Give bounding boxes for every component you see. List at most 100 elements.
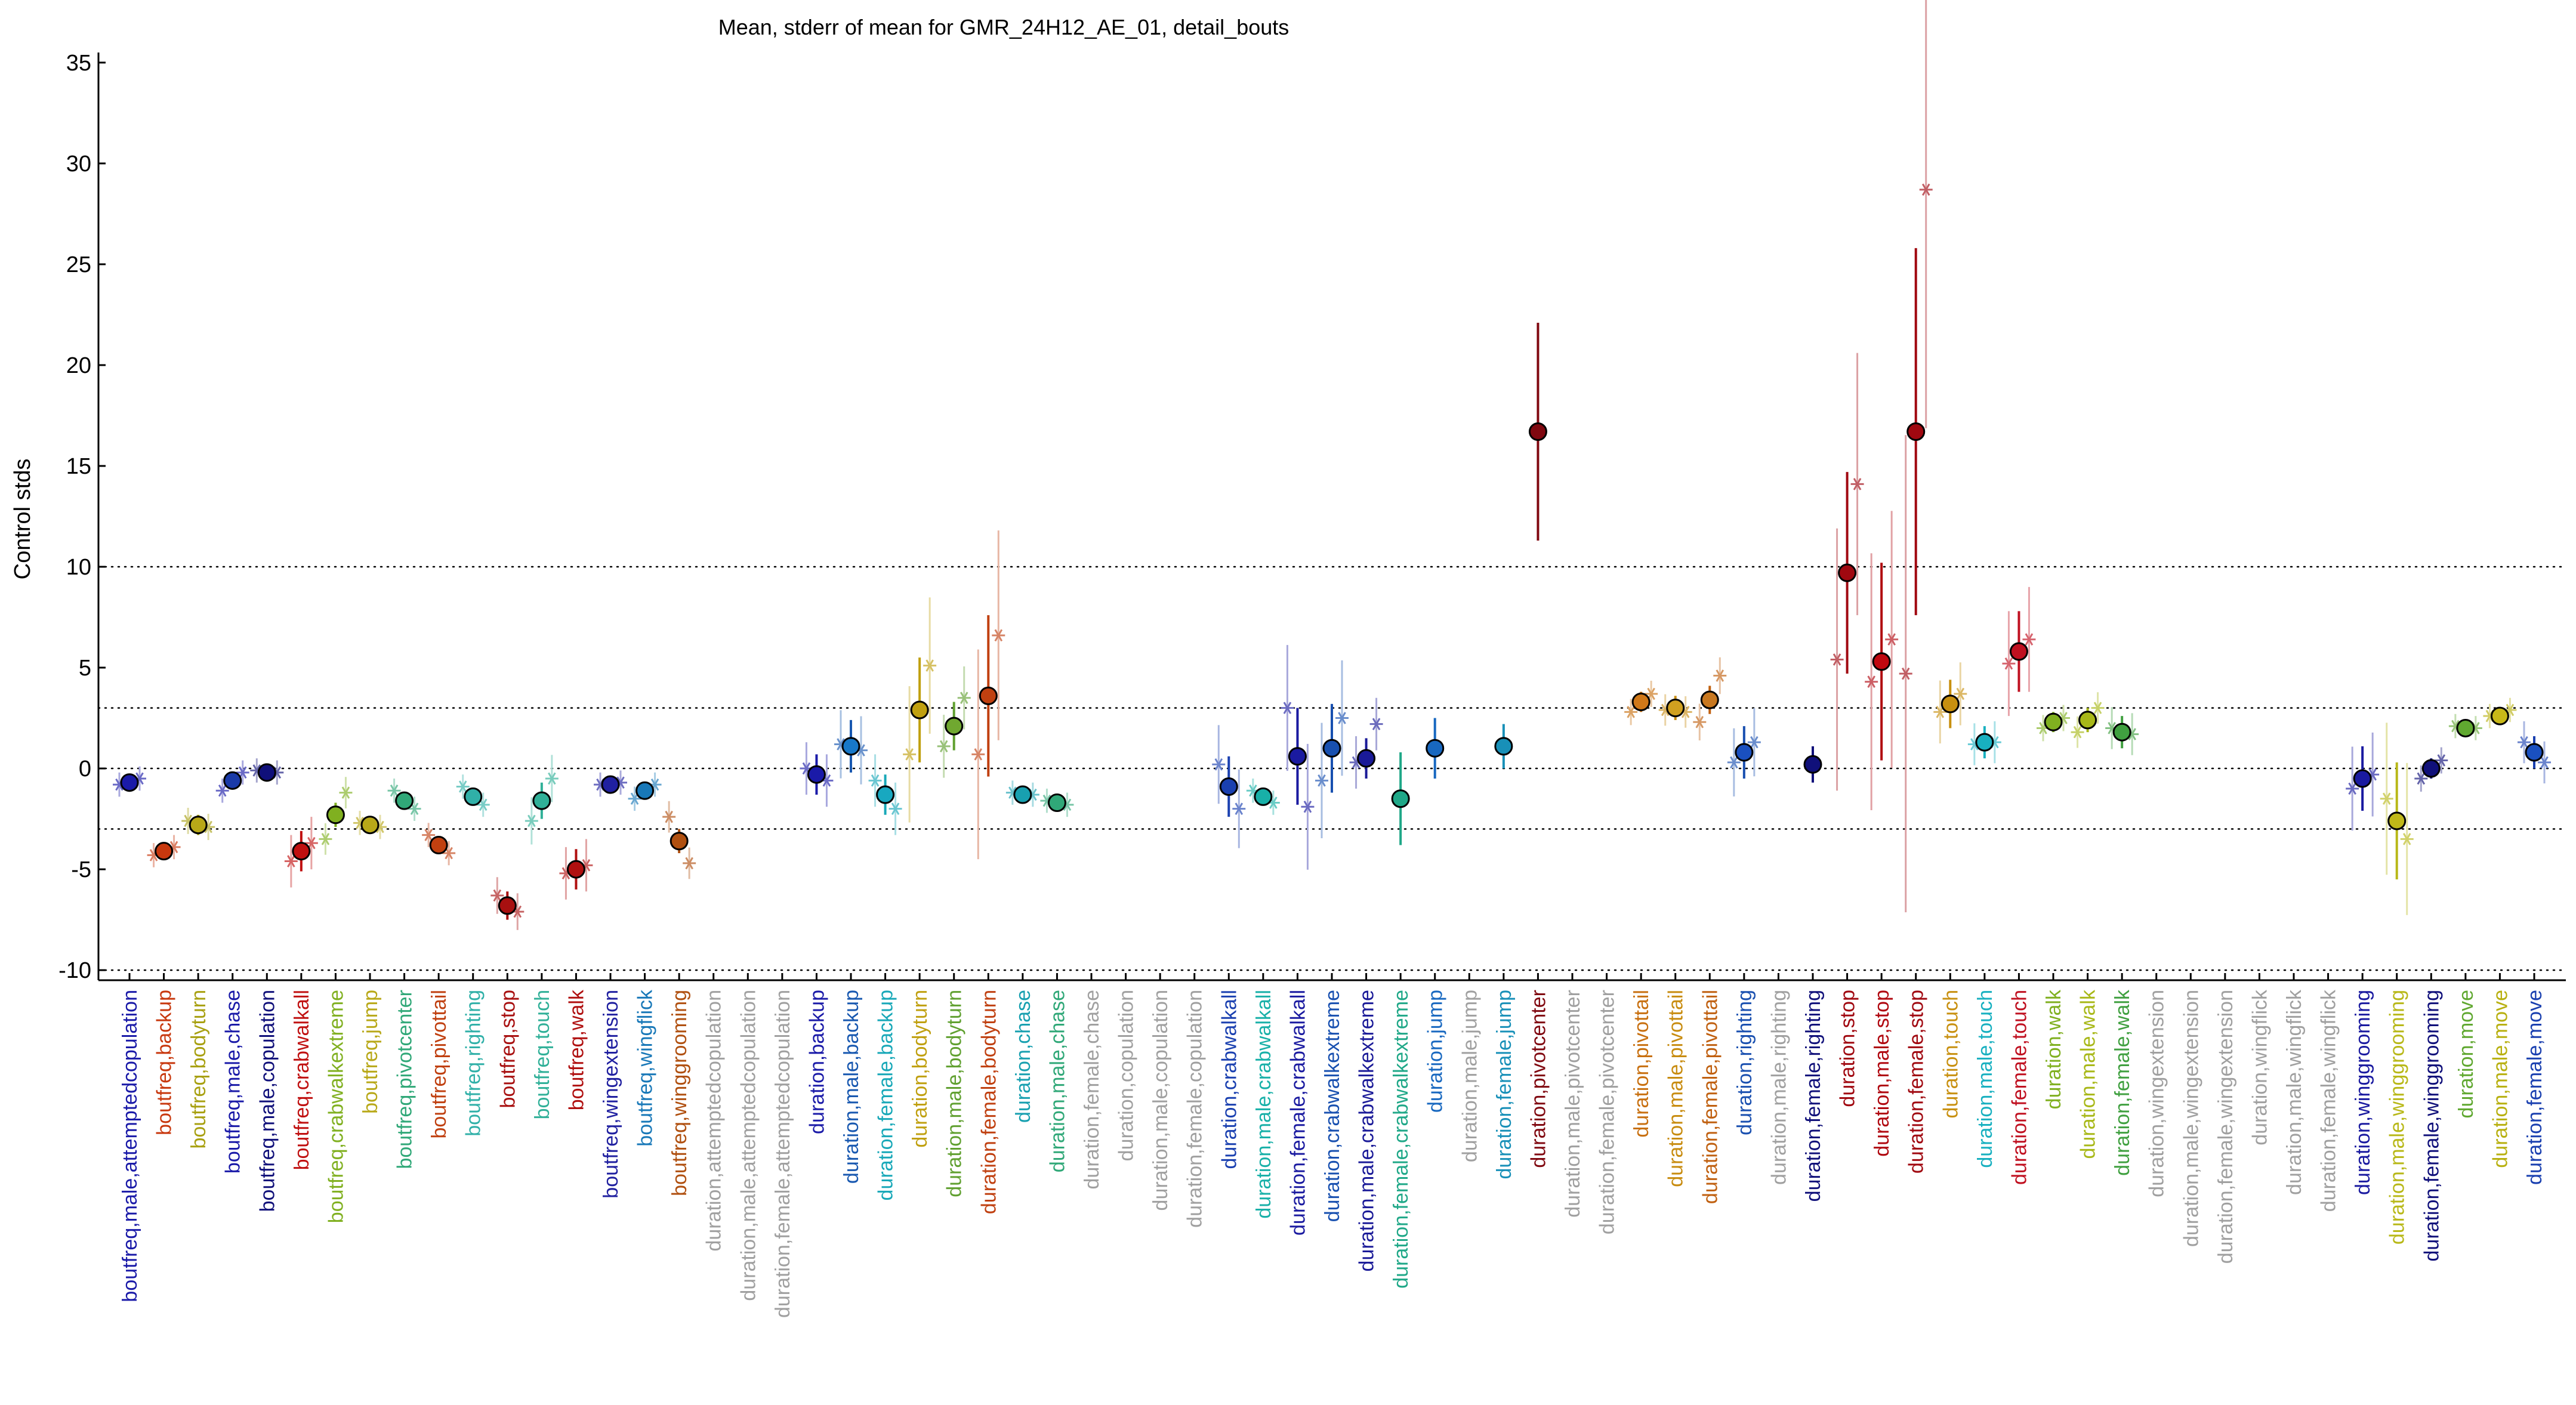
- x-tick-label: duration,crabwalkextreme: [1321, 990, 1344, 1222]
- mean-point: [2353, 769, 2372, 788]
- star-stroke: [184, 814, 192, 827]
- x-tick-label: boutfreq,male,attemptedcopulation: [119, 990, 141, 1302]
- star-stroke: [548, 772, 556, 785]
- star-stroke: [1063, 798, 1072, 811]
- replicate-star: [545, 772, 559, 785]
- x-tick-label: duration,righting: [1733, 990, 1756, 1135]
- replicate-star: [1954, 687, 1967, 700]
- star-stroke: [1887, 633, 1896, 646]
- mean-point: [257, 763, 276, 782]
- star-stroke: [2128, 728, 2136, 740]
- x-tick-label: duration,female,walk: [2111, 989, 2134, 1176]
- mean-point: [1838, 563, 1857, 582]
- x-tick-labels: boutfreq,male,attemptedcopulation boutfre…: [119, 973, 2546, 1318]
- star-stroke: [2348, 782, 2356, 795]
- x-tick-label: duration,bodyturn: [909, 990, 931, 1148]
- star-stroke: [1750, 736, 1759, 749]
- replicate-star: [456, 780, 470, 793]
- y-tick-label: 20: [66, 353, 91, 378]
- star-stroke: [356, 817, 364, 829]
- star-stroke: [1853, 478, 1862, 490]
- replicate-star: [1232, 802, 1246, 815]
- x-tick-label: duration,jump: [1424, 990, 1447, 1113]
- chart-title: Mean, stderr of mean for GMR_24H12_AE_01…: [718, 15, 1289, 39]
- mean-point: [841, 737, 860, 756]
- mean-point: [120, 773, 139, 792]
- x-tick-label: duration,move: [2455, 990, 2478, 1118]
- x-tick-label: duration,male,wingflick: [2283, 989, 2306, 1195]
- x-tick-label: boutfreq,male,copulation: [256, 990, 279, 1212]
- x-tick-label: boutfreq,pivottail: [428, 990, 451, 1139]
- replicate-star: [889, 802, 902, 815]
- x-tick-label: duration,backup: [806, 990, 828, 1134]
- star-stroke: [527, 814, 536, 827]
- x-tick-label: duration,pivottail: [1630, 990, 1653, 1138]
- mean-point: [1494, 737, 1513, 756]
- star-stroke: [321, 833, 330, 845]
- replicate-star: [2518, 736, 2531, 749]
- y-ticks: -10 -5 0 5 10 15 20 25 30 35: [58, 51, 106, 983]
- mean-point: [532, 791, 551, 810]
- x-tick-label: boutfreq,bodyturn: [187, 990, 210, 1149]
- x-tick-label: duration,stop: [1837, 990, 1859, 1107]
- x-tick-label: boutfreq,wingextension: [600, 990, 622, 1199]
- x-tick-label: duration,male,walk: [2077, 989, 2100, 1159]
- mean-point: [601, 775, 620, 794]
- mean-point: [910, 700, 929, 720]
- mean-point: [876, 785, 895, 804]
- star-stroke: [891, 802, 900, 815]
- replicate-star: [2380, 792, 2393, 805]
- replicate-star: [992, 629, 1005, 642]
- x-tick-label: duration,male,bodyturn: [943, 990, 966, 1197]
- x-tick-label: boutfreq,crabwalkextreme: [325, 990, 347, 1223]
- star-stroke: [857, 744, 865, 756]
- star-stroke: [1249, 784, 1257, 797]
- replicate-star: [2538, 756, 2551, 769]
- replicate-star: [422, 829, 436, 841]
- replicate-star: [923, 659, 937, 672]
- star-stroke: [2108, 722, 2116, 734]
- x-tick-label: duration,pivotcenter: [1527, 990, 1550, 1168]
- star-stroke: [1042, 794, 1051, 807]
- replicate-star: [284, 855, 298, 867]
- mean-point: [807, 765, 826, 784]
- star-stroke: [341, 786, 350, 799]
- star-stroke: [458, 780, 467, 793]
- replicate-star: [525, 814, 538, 827]
- star-stroke: [1716, 669, 1724, 682]
- replicate-star: [1865, 675, 1878, 688]
- mean-point: [223, 771, 242, 790]
- replicate-star: [2022, 633, 2036, 646]
- replicate-star: [1899, 667, 1912, 680]
- x-tick-label: duration,male,backup: [840, 990, 863, 1184]
- x-tick-label: duration,male,pivotcenter: [1562, 990, 1584, 1218]
- star-stroke: [287, 855, 295, 867]
- star-stroke: [1901, 667, 1910, 680]
- replicate-star: [339, 786, 353, 799]
- replicate-star: [1693, 716, 1707, 728]
- mean-point: [979, 686, 998, 705]
- x-tick-label: boutfreq,pivotcenter: [394, 990, 417, 1169]
- star-stroke: [974, 748, 983, 761]
- mean-point: [1906, 422, 1926, 441]
- x-tick-label: boutfreq,crabwalkall: [291, 990, 313, 1170]
- mean-point: [1528, 422, 1547, 441]
- replicate-star: [2346, 782, 2359, 795]
- x-tick-label: duration,male,chase: [1046, 990, 1069, 1172]
- mean-point: [2078, 711, 2097, 730]
- x-tick-label: duration,wingextension: [2146, 990, 2168, 1197]
- x-tick-label: boutfreq,walk: [565, 989, 588, 1110]
- x-tick-label: duration,male,righting: [1767, 990, 1790, 1185]
- x-tick-label: duration,copulation: [1115, 990, 1138, 1161]
- x-tick-label: duration,female,touch: [2008, 990, 2031, 1185]
- replicate-star: [683, 857, 696, 870]
- star-stroke: [871, 774, 880, 787]
- star-stroke: [1318, 774, 1326, 787]
- star-stroke: [1269, 796, 1278, 809]
- star-stroke: [1681, 706, 1690, 718]
- y-tick-label: 0: [79, 756, 91, 782]
- replicate-star: [1713, 669, 1727, 682]
- star-stroke: [2073, 725, 2082, 739]
- star-stroke: [2093, 702, 2102, 714]
- star-stroke: [994, 629, 1003, 642]
